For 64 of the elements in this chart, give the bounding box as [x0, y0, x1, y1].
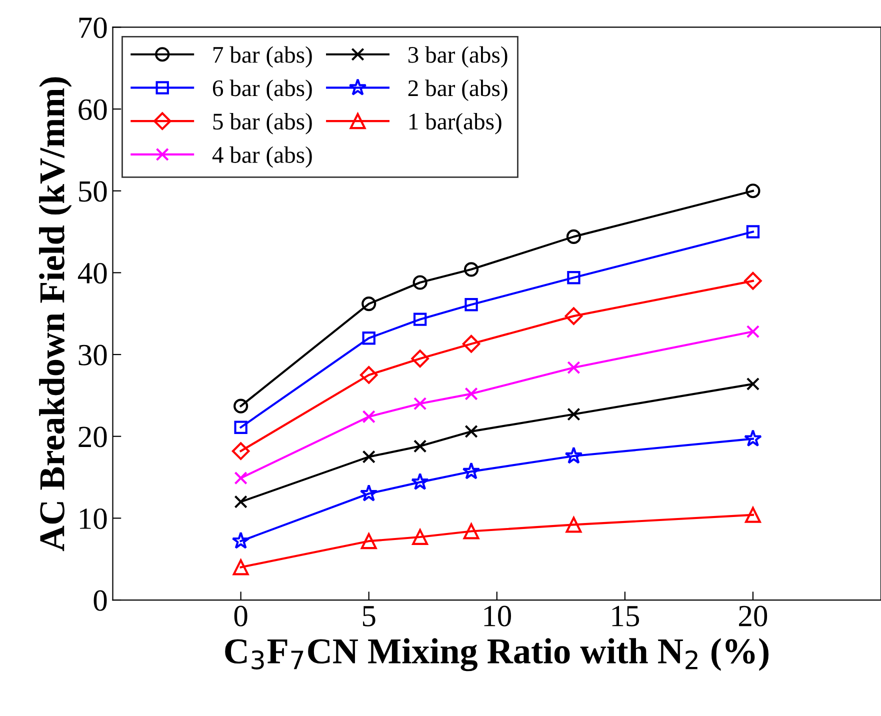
- point: [746, 325, 760, 338]
- y-tick-label: 20: [78, 426, 107, 448]
- point: [232, 532, 250, 549]
- point: [744, 506, 761, 523]
- point: [462, 462, 480, 480]
- x-tick-label: 20: [739, 606, 768, 626]
- point: [567, 271, 580, 284]
- legend-label: 3 bar (abs): [408, 46, 508, 68]
- legend-label: 5 bar (abs): [213, 112, 312, 134]
- point: [234, 398, 248, 414]
- point: [360, 533, 377, 550]
- point: [360, 484, 378, 502]
- point: [412, 529, 428, 545]
- point: [462, 334, 480, 353]
- point: [413, 440, 427, 453]
- point: [463, 523, 480, 540]
- point: [744, 429, 762, 447]
- legend-label: 2 bar (abs): [408, 80, 508, 102]
- x-tick-label: 5: [362, 606, 376, 626]
- point: [464, 387, 478, 400]
- x-axis-title: C$_{3}$F$_{7}$CN Mixing Ratio with N$_{2}$ (%): [225, 638, 768, 672]
- point: [411, 472, 430, 490]
- point: [746, 225, 760, 238]
- point: [413, 312, 427, 326]
- point: [744, 272, 762, 290]
- point: [566, 516, 582, 533]
- point: [362, 410, 376, 424]
- y-tick-label: 70: [79, 17, 107, 38]
- y-tick-label: 50: [79, 181, 107, 202]
- y-tick-label: 30: [78, 344, 107, 366]
- y-tick-label: 10: [80, 508, 107, 530]
- point: [564, 446, 583, 464]
- legend-label: 1 bar(abs): [409, 112, 502, 134]
- x-tick-label: 0: [234, 606, 248, 626]
- legend-label: 6 bar (abs): [212, 80, 312, 102]
- point: [362, 296, 376, 312]
- legend-label: 4 bar (abs): [212, 146, 312, 168]
- point: [234, 471, 248, 485]
- point: [567, 361, 580, 374]
- point: [232, 442, 250, 460]
- point: [413, 397, 427, 410]
- point: [411, 350, 429, 368]
- y-tick-label: 60: [78, 99, 107, 120]
- point: [464, 262, 479, 277]
- point: [362, 332, 376, 345]
- point: [464, 424, 478, 438]
- point: [234, 420, 248, 434]
- point: [362, 450, 376, 464]
- point: [232, 559, 249, 576]
- point: [746, 377, 760, 391]
- point: [412, 275, 428, 290]
- point: [564, 307, 583, 325]
- point: [464, 298, 478, 312]
- legend-label: 7 bar (abs): [213, 46, 312, 68]
- x-tick-label: 15: [612, 606, 640, 626]
- point: [746, 184, 760, 198]
- point: [234, 495, 248, 508]
- point: [567, 408, 580, 421]
- point: [360, 366, 378, 384]
- y-tick-label: 40: [78, 262, 107, 284]
- x-tick-label: 10: [484, 606, 511, 626]
- point: [566, 229, 581, 244]
- y-tick-label: 0: [94, 590, 107, 611]
- y-axis-title: AC Breakdown Field (kV/mm): [39, 77, 72, 552]
